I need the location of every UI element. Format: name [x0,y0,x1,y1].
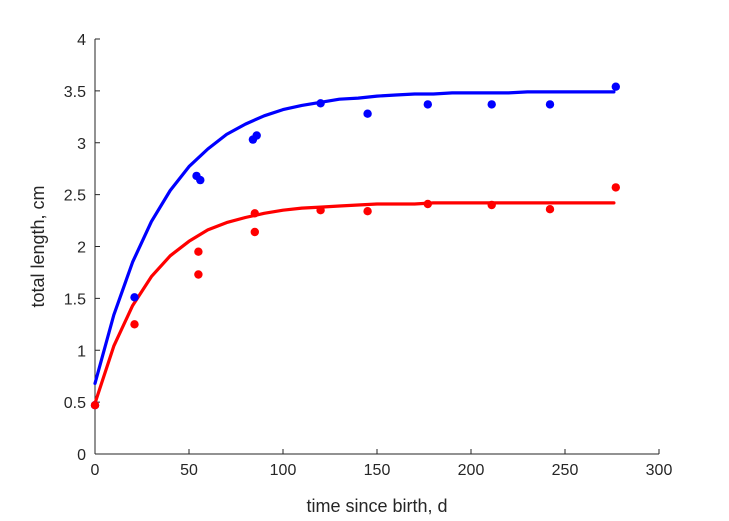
data-point-2 [250,209,259,218]
data-point-2 [250,227,259,237]
data-point-1 [545,100,555,109]
data-point-1 [423,100,432,109]
y-tick-label: 1 [77,343,86,360]
data-point-1 [363,109,372,118]
y-tick-label: 2.5 [64,188,86,205]
y-axis-ticks: 0 0.5 1 1.5 2 2.5 3 3.5 4 [64,32,100,464]
data-point-2 [130,320,139,329]
data-point-2 [363,207,372,216]
y-tick-label: 2 [77,240,86,257]
x-tick-label: 200 [458,462,485,479]
x-axis-label: time since birth, d [306,496,447,516]
y-axis-label: total length, cm [28,185,48,307]
fit-curve-1 [93,90,616,385]
fit-curves [93,90,616,405]
data-point-1 [252,131,261,140]
data-points [90,82,620,410]
data-point-1 [611,82,620,91]
x-tick-label: 300 [646,462,673,479]
x-tick-label: 0 [91,462,100,479]
y-tick-label: 3.5 [64,84,86,101]
x-tick-label: 50 [180,462,198,479]
data-point-2 [611,183,620,192]
data-point-1 [316,99,325,108]
fit-curve-2 [93,201,616,405]
data-point-2 [423,199,432,209]
data-point-1 [196,175,205,185]
axes [94,39,659,455]
x-axis-ticks: 0 50 100 150 200 250 300 [91,449,673,479]
y-tick-label: 4 [77,32,86,49]
data-point-2 [545,205,555,214]
x-tick-label: 250 [552,462,579,479]
x-tick-label: 150 [364,462,391,479]
y-tick-label: 0 [77,447,86,464]
data-point-1 [487,100,496,109]
data-point-2 [487,200,496,210]
data-point-2 [90,401,100,410]
data-point-2 [194,247,203,256]
y-tick-label: 0.5 [64,395,86,412]
data-point-2 [316,206,325,215]
data-point-1 [130,293,139,302]
y-tick-label: 3 [77,136,86,153]
y-tick-label: 1.5 [64,291,86,308]
data-point-2 [194,270,203,279]
x-tick-label: 100 [270,462,297,479]
